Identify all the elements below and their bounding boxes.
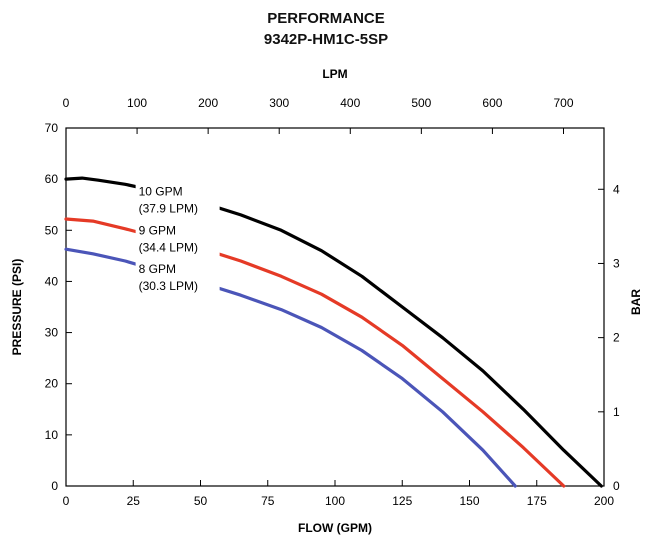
x-tick-label: 150 <box>459 494 479 508</box>
chart-subtitle: 9342P-HM1C-5SP <box>263 31 389 48</box>
right-tick-label: 0 <box>613 479 620 493</box>
right-axis-label-bar: BAR <box>629 289 643 315</box>
x-axis-label: FLOW (GPM) <box>298 521 372 535</box>
x-tick-label: 175 <box>527 494 547 508</box>
x-tick-label: 0 <box>63 494 70 508</box>
top-tick-label: 400 <box>340 96 360 110</box>
y-tick-label: 30 <box>45 326 59 340</box>
series-line-8-gpm <box>64 247 517 488</box>
y-tick-label: 20 <box>45 377 59 391</box>
series-label-background <box>135 181 220 218</box>
series-line-10-gpm <box>64 176 603 488</box>
series-label-9-gpm: (34.4 LPM) <box>139 240 198 254</box>
y-tick-label: 40 <box>45 274 59 288</box>
series-label-background <box>135 220 220 257</box>
series-label-8-gpm: (30.3 LPM) <box>139 279 198 293</box>
y-tick-label: 50 <box>45 223 59 237</box>
x-tick-label: 50 <box>194 494 208 508</box>
top-tick-label: 700 <box>553 96 573 110</box>
top-tick-label: 300 <box>269 96 289 110</box>
y-tick-label: 0 <box>51 479 58 493</box>
series-label-10-gpm: (37.9 LPM) <box>139 202 198 216</box>
series-label-10-gpm: 10 GPM <box>139 185 183 199</box>
right-tick-label: 1 <box>613 405 620 419</box>
y-tick-label: 60 <box>45 172 59 186</box>
top-tick-label: 0 <box>63 96 70 110</box>
series-label-background <box>135 259 220 296</box>
y-tick-label: 10 <box>45 428 59 442</box>
top-tick-label: 500 <box>411 96 431 110</box>
y-tick-label: 70 <box>45 121 59 135</box>
series-label-8-gpm: 8 GPM <box>139 262 176 276</box>
right-tick-label: 4 <box>613 182 620 196</box>
top-tick-label: 600 <box>482 96 502 110</box>
top-tick-label: 100 <box>127 96 147 110</box>
top-tick-label: 200 <box>198 96 218 110</box>
series-line-9-gpm <box>64 217 566 488</box>
y-axis-label: PRESSURE (PSI) <box>10 259 24 356</box>
x-tick-label: 75 <box>261 494 275 508</box>
x-tick-label: 100 <box>325 494 345 508</box>
x-tick-label: 200 <box>594 494 614 508</box>
x-tick-label: 125 <box>392 494 412 508</box>
right-tick-label: 3 <box>613 256 620 270</box>
chart-title: PERFORMANCE <box>267 10 385 27</box>
x-tick-label: 25 <box>127 494 141 508</box>
right-tick-label: 2 <box>613 331 620 345</box>
top-axis-label-lpm: LPM <box>322 67 347 81</box>
series-label-9-gpm: 9 GPM <box>139 223 176 237</box>
